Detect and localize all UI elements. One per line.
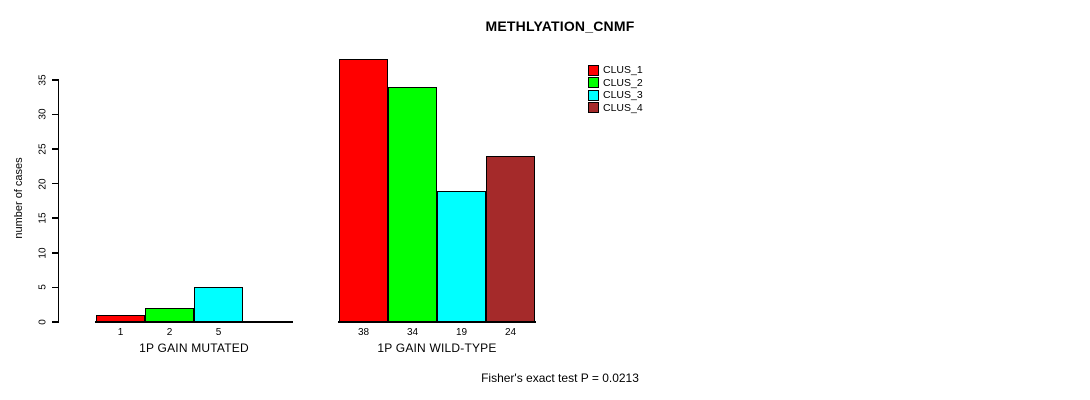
bar-clus_3-2: [437, 190, 486, 322]
y-tick-label: 15: [37, 212, 49, 224]
legend-label: CLUS_1: [603, 64, 643, 77]
y-tick-label: 30: [37, 108, 49, 120]
y-tick: [52, 217, 59, 219]
group-baseline: [338, 321, 536, 323]
legend-swatch-clus_2: [588, 77, 599, 89]
bar-clus_1-2: [339, 59, 388, 322]
bar-clus_2-1: [145, 308, 194, 322]
bar-clus_1-1: [96, 315, 145, 322]
y-tick: [52, 252, 59, 254]
bar-clus_4-2: [486, 155, 535, 322]
legend-label: CLUS_3: [603, 89, 643, 102]
bar-clus_2-2: [388, 86, 437, 322]
legend-label: CLUS_2: [603, 76, 643, 89]
legend-label: CLUS_4: [603, 101, 643, 114]
fisher-test-annotation: Fisher's exact test P = 0.0213: [481, 371, 639, 385]
legend-swatch-clus_4: [588, 102, 599, 114]
group-label: 1P GAIN WILD-TYPE: [377, 341, 497, 355]
y-tick-label: 20: [37, 178, 49, 190]
legend-item-clus_2: CLUS_2: [588, 77, 643, 90]
y-tick-label: 5: [37, 284, 49, 291]
bar-value-label: 1: [117, 327, 124, 338]
group-label: 1P GAIN MUTATED: [139, 341, 249, 355]
bar-value-label: 24: [504, 327, 517, 338]
y-tick-label: 0: [37, 319, 49, 325]
bar-value-label: 5: [215, 327, 222, 338]
y-tick-label: 35: [37, 74, 49, 86]
y-tick: [52, 79, 59, 81]
legend-swatch-clus_1: [588, 64, 599, 76]
y-tick-label: 10: [37, 247, 49, 259]
y-tick: [52, 113, 59, 116]
group-baseline: [95, 321, 293, 323]
bar-value-label: 19: [455, 327, 468, 338]
bar-value-label: 38: [357, 327, 370, 338]
legend-swatch-clus_3: [588, 89, 599, 101]
bar-value-label: 34: [406, 327, 419, 338]
y-tick: [52, 321, 59, 323]
legend-item-clus_1: CLUS_1: [588, 64, 643, 77]
bar-value-label: 2: [166, 327, 173, 338]
y-tick: [52, 148, 59, 150]
legend-item-clus_3: CLUS_3: [588, 89, 643, 102]
chart-title: METHLYATION_CNMF: [485, 18, 635, 34]
y-tick-label: 25: [37, 143, 49, 155]
bar-clus_3-1: [194, 287, 243, 322]
y-axis-label: number of cases: [13, 157, 25, 239]
legend-item-clus_4: CLUS_4: [588, 102, 643, 115]
y-tick: [52, 286, 59, 289]
legend: CLUS_1 CLUS_2 CLUS_3 CLUS_4: [588, 64, 643, 114]
y-axis-line: [57, 79, 60, 323]
y-tick: [52, 182, 59, 185]
